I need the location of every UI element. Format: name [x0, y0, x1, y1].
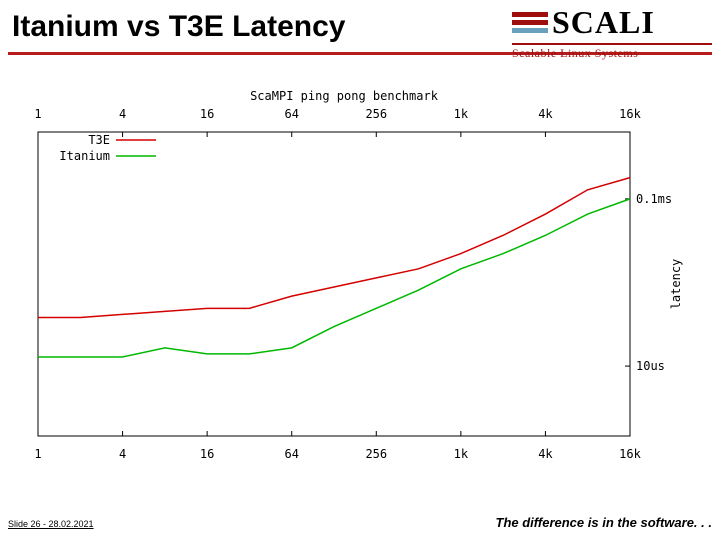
svg-text:latency: latency — [669, 259, 683, 310]
svg-text:T3E: T3E — [88, 133, 110, 147]
footer: Slide 26 - 28.02.2021 The difference is … — [8, 515, 712, 530]
slide-title: Itanium vs T3E Latency — [12, 10, 345, 44]
svg-text:16: 16 — [200, 107, 214, 121]
logo-text: SCALI — [552, 4, 655, 41]
footer-page-info: Slide 26 - 28.02.2021 — [8, 519, 94, 529]
chart: ScaMPI ping pong benchmark 1 1 4 4 16 16 64 64 25… — [18, 86, 690, 470]
svg-text:4k: 4k — [538, 107, 553, 121]
slide: Itanium vs T3E Latency SCALI Scalable Li… — [0, 0, 720, 540]
logo: SCALI Scalable Linux Systems — [512, 4, 712, 61]
svg-text:1k: 1k — [454, 107, 469, 121]
svg-text:1k: 1k — [454, 447, 469, 461]
svg-text:ScaMPI ping pong benchmark: ScaMPI ping pong benchmark — [250, 89, 439, 103]
svg-text:64: 64 — [284, 447, 298, 461]
svg-text:1: 1 — [34, 447, 41, 461]
svg-text:16: 16 — [200, 447, 214, 461]
logo-bars-icon — [512, 12, 548, 33]
svg-text:Itanium: Itanium — [59, 149, 110, 163]
footer-tagline: The difference is in the software. . . — [496, 515, 712, 530]
svg-text:4k: 4k — [538, 447, 553, 461]
logo-main: SCALI — [512, 4, 712, 41]
chart-svg: ScaMPI ping pong benchmark 1 1 4 4 16 16 64 64 25… — [18, 86, 690, 470]
svg-text:1: 1 — [34, 107, 41, 121]
svg-text:4: 4 — [119, 447, 126, 461]
svg-text:16k: 16k — [619, 447, 641, 461]
svg-text:256: 256 — [365, 447, 387, 461]
svg-text:4: 4 — [119, 107, 126, 121]
header: Itanium vs T3E Latency SCALI Scalable Li… — [8, 8, 712, 70]
svg-text:10us: 10us — [636, 359, 665, 373]
svg-text:0.1ms: 0.1ms — [636, 192, 672, 206]
svg-text:256: 256 — [365, 107, 387, 121]
logo-tagline: Scalable Linux Systems — [512, 43, 712, 61]
svg-text:16k: 16k — [619, 107, 641, 121]
svg-text:64: 64 — [284, 107, 298, 121]
